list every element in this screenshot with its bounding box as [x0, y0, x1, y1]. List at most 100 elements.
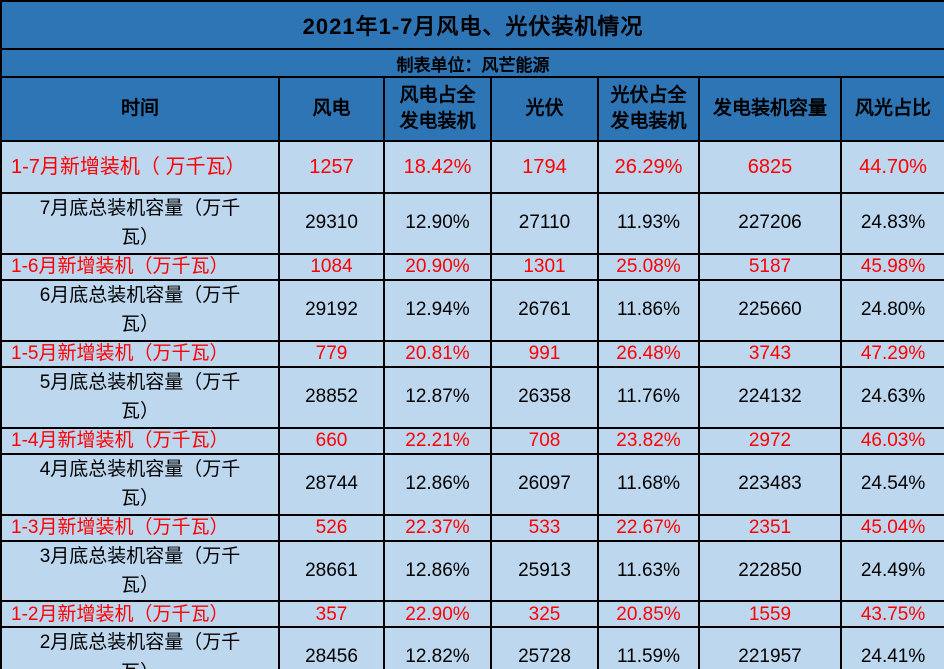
table-title: 2021年1-7月风电、光伏装机情况 — [0, 0, 944, 50]
value-cell: 12.82% — [383, 626, 492, 669]
value-cell: 1084 — [278, 252, 385, 281]
table-row-new: 1-3月新增装机（万千瓦） 526 22.37% 533 22.67% 2351 45.04… — [0, 513, 944, 542]
value-cell: 708 — [490, 426, 599, 455]
value-cell: 3743 — [698, 339, 842, 368]
value-cell: 24.80% — [839, 278, 944, 342]
value-cell: 533 — [490, 513, 599, 542]
table-row-new: 1-2月新增装机（万千瓦） 357 22.90% 325 20.85% 1559 43.75… — [0, 600, 944, 629]
value-cell: 24.83% — [839, 192, 944, 255]
value-cell: 221957 — [698, 626, 842, 669]
table-row-total: 2月底总装机容量（万千 瓦）2845612.82%2572811.59%2219… — [0, 626, 944, 669]
table-row-new: 1-5月新增装机（万千瓦） 779 20.81% 991 26.48% 3743 47.29… — [0, 339, 944, 368]
value-cell: 357 — [278, 600, 385, 629]
value-cell: 22.90% — [383, 600, 492, 629]
value-cell: 29310 — [278, 192, 385, 255]
value-cell: 6825 — [698, 140, 842, 194]
row-label-cell: 6月底总装机容量（万千 瓦） — [0, 278, 280, 342]
value-cell: 24.54% — [839, 452, 944, 516]
table-row-total: 5月底总装机容量（万千 瓦） 28852 12.87% 26358 11.76% 2241… — [0, 365, 944, 429]
value-cell: 12.86% — [383, 452, 492, 516]
value-cell: 46.03% — [839, 426, 944, 455]
value-cell: 28456 — [278, 626, 385, 669]
table-row-new: 1-4月新增装机（万千瓦） 660 22.21% 708 23.82% 2972 46.03… — [0, 426, 944, 455]
value-cell: 1559 — [698, 600, 842, 629]
value-cell: 23.82% — [597, 426, 700, 455]
table-row-total: 3月底总装机容量（万千 瓦） 28661 12.86% 25913 11.63% 2228… — [0, 539, 944, 603]
value-cell: 325 — [490, 600, 599, 629]
value-cell: 22.67% — [597, 513, 700, 542]
value-cell: 1257 — [278, 140, 385, 194]
value-cell: 2972 — [698, 426, 842, 455]
row-label-cell: 1-6月新增装机（万千瓦） — [0, 252, 280, 281]
value-cell: 26358 — [490, 365, 599, 429]
subtitle-row: 制表单位：风芒能源 — [0, 48, 944, 78]
value-cell: 11.93% — [597, 192, 700, 255]
table-row-new: 1-7月新增装机（ 万千瓦） 1257 18.42% 1794 26.29% 6825 44… — [0, 140, 944, 194]
row-label-cell: 1-7月新增装机（ 万千瓦） — [0, 140, 280, 194]
value-cell: 26.29% — [597, 140, 700, 194]
value-cell: 26761 — [490, 278, 599, 342]
value-cell: 25913 — [490, 539, 599, 603]
value-cell: 44.70% — [839, 140, 944, 194]
column-header-row: 时间 风电 风电占全发电装机 光伏 光伏占全发电装机 发电装机容量 风光占比 — [0, 76, 944, 142]
column-header: 风光占比 — [839, 76, 944, 142]
value-cell: 20.85% — [597, 600, 700, 629]
value-cell: 26.48% — [597, 339, 700, 368]
value-cell: 223483 — [698, 452, 842, 516]
value-cell: 11.59% — [597, 626, 700, 669]
row-label-cell: 4月底总装机容量（万千 瓦） — [0, 452, 280, 516]
column-header: 时间 — [0, 76, 280, 142]
table-row-total: 4月底总装机容量（万千 瓦） 28744 12.86% 26097 11.68% 2234… — [0, 452, 944, 516]
value-cell: 11.86% — [597, 278, 700, 342]
value-cell: 24.41% — [839, 626, 944, 669]
value-cell: 225660 — [698, 278, 842, 342]
value-cell: 22.37% — [383, 513, 492, 542]
value-cell: 5187 — [698, 252, 842, 281]
table-row-new: 1-6月新增装机（万千瓦） 1084 20.90% 1301 25.08% 5187 45.… — [0, 252, 944, 281]
value-cell: 1794 — [490, 140, 599, 194]
column-header: 风电占全发电装机 — [383, 76, 492, 142]
value-cell: 28852 — [278, 365, 385, 429]
value-cell: 25.08% — [597, 252, 700, 281]
value-cell: 47.29% — [839, 339, 944, 368]
value-cell: 45.04% — [839, 513, 944, 542]
column-header: 发电装机容量 — [698, 76, 842, 142]
row-label-cell: 2月底总装机容量（万千 瓦） — [0, 626, 280, 669]
row-label-cell: 3月底总装机容量（万千 瓦） — [0, 539, 280, 603]
value-cell: 27110 — [490, 192, 599, 255]
row-label-cell: 1-2月新增装机（万千瓦） — [0, 600, 280, 629]
value-cell: 2351 — [698, 513, 842, 542]
value-cell: 12.87% — [383, 365, 492, 429]
title-row: 2021年1-7月风电、光伏装机情况 — [0, 0, 944, 50]
table-body: 1-7月新增装机（ 万千瓦） 1257 18.42% 1794 26.29% 6825 44… — [0, 140, 944, 669]
value-cell: 28661 — [278, 539, 385, 603]
value-cell: 24.49% — [839, 539, 944, 603]
value-cell: 12.86% — [383, 539, 492, 603]
table-subtitle: 制表单位：风芒能源 — [0, 48, 944, 78]
row-label-cell: 1-4月新增装机（万千瓦） — [0, 426, 280, 455]
table-row-total: 6月底总装机容量（万千 瓦） 29192 12.94% 26761 11.86% 2256… — [0, 278, 944, 342]
value-cell: 227206 — [698, 192, 842, 255]
value-cell: 11.63% — [597, 539, 700, 603]
value-cell: 11.76% — [597, 365, 700, 429]
row-label-cell: 5月底总装机容量（万千 瓦） — [0, 365, 280, 429]
table-row-total: 7月底总装机容量（万千 瓦） 29310 12.90% 27110 11.93% 2272… — [0, 192, 944, 255]
value-cell: 26097 — [490, 452, 599, 516]
value-cell: 28744 — [278, 452, 385, 516]
row-label-cell: 1-5月新增装机（万千瓦） — [0, 339, 280, 368]
value-cell: 12.90% — [383, 192, 492, 255]
value-cell: 526 — [278, 513, 385, 542]
row-label-cell: 7月底总装机容量（万千 瓦） — [0, 192, 280, 255]
value-cell: 12.94% — [383, 278, 492, 342]
value-cell: 991 — [490, 339, 599, 368]
value-cell: 25728 — [490, 626, 599, 669]
row-label-cell: 1-3月新增装机（万千瓦） — [0, 513, 280, 542]
value-cell: 29192 — [278, 278, 385, 342]
value-cell: 20.81% — [383, 339, 492, 368]
column-header: 光伏占全发电装机 — [597, 76, 700, 142]
value-cell: 22.21% — [383, 426, 492, 455]
value-cell: 18.42% — [383, 140, 492, 194]
value-cell: 43.75% — [839, 600, 944, 629]
